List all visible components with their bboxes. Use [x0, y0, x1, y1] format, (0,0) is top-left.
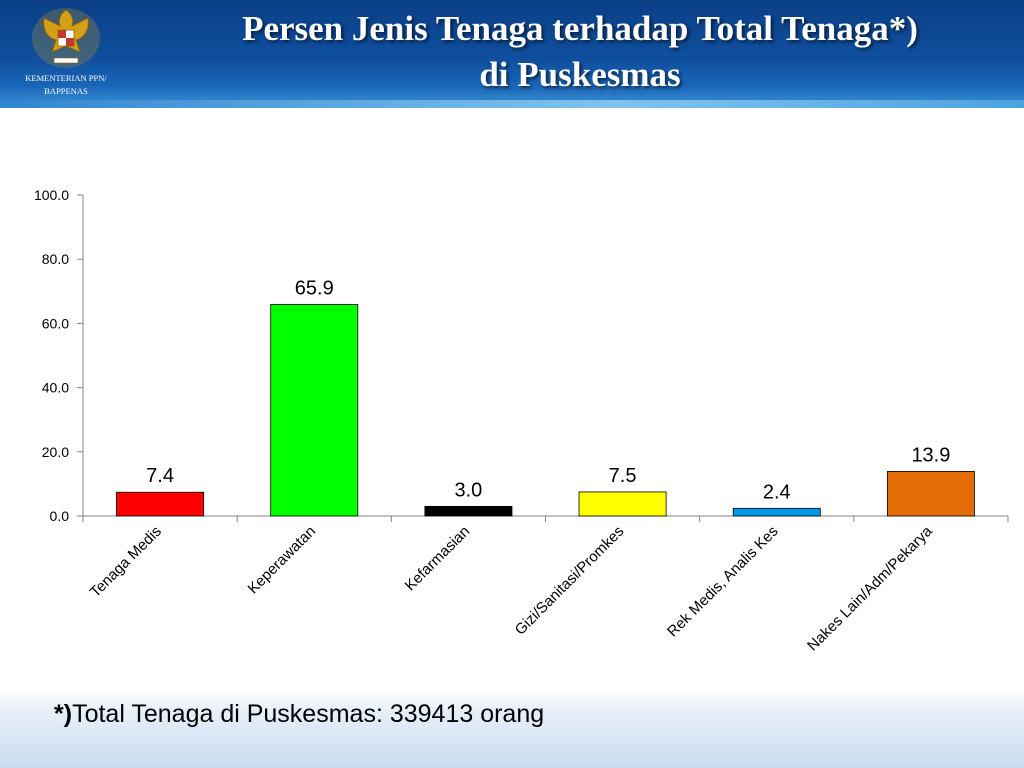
bar-value-label: 7.4	[146, 465, 174, 487]
x-category-label: Kefarmasian	[402, 523, 474, 595]
bar	[886, 470, 975, 517]
y-tick-label: 20.0	[42, 444, 69, 460]
title-line-1: Persen Jenis Tenaga terhadap Total Tenag…	[242, 9, 918, 48]
bar	[578, 491, 667, 517]
y-tick-label: 40.0	[42, 380, 69, 396]
y-tick-label: 60.0	[42, 315, 69, 331]
y-tick-label: 80.0	[42, 251, 69, 267]
ministry-line-2: BAPPENAS	[44, 86, 88, 96]
bar-value-label: 2.4	[763, 481, 791, 503]
x-category-label: Keperawatan	[245, 523, 320, 598]
garuda-emblem-icon	[32, 8, 100, 68]
bar	[116, 491, 205, 517]
bar	[424, 505, 513, 517]
footnote: *)Total Tenaga di Puskesmas: 339413 oran…	[54, 700, 544, 729]
bar-chart: 0.0 20.0 40.0 60.0 80.0 100.0 7.4 Tenaga Medis…	[34, 187, 1009, 655]
header-stripe	[0, 100, 1024, 108]
bar-value-label: 65.9	[295, 277, 334, 299]
footer-band	[0, 688, 1024, 768]
ministry-line-1: KEMENTERIAN PPN/	[25, 73, 107, 83]
x-category-label: Rek Medis, Analis Kes	[664, 523, 782, 641]
y-tick-label: 100.0	[34, 187, 69, 203]
footnote-text: Total Tenaga di Puskesmas: 339413 orang	[72, 700, 545, 728]
title-line-2: di Puskesmas	[479, 55, 681, 94]
bar-value-label: 7.5	[609, 465, 637, 487]
footnote-mark: *)	[54, 700, 73, 728]
page-title: Persen Jenis Tenaga terhadap Total Tenag…	[150, 6, 1010, 98]
x-category-label: Nakes Lain/Adm/Pekarya	[804, 522, 936, 654]
header-bar	[0, 0, 1024, 108]
bar-value-label: 3.0	[455, 479, 483, 501]
bar-value-label: 13.9	[911, 444, 950, 466]
bar	[270, 304, 359, 517]
x-category-label: Tenaga Medis	[87, 523, 165, 601]
x-category-label: Gizi/Sanitasi/Promkes	[512, 523, 628, 639]
bar	[732, 507, 821, 517]
ministry-label: KEMENTERIAN PPN/ BAPPENAS	[10, 72, 122, 98]
chart-container: 0.0 20.0 40.0 60.0 80.0 100.0 7.4 Tenaga Medis…	[0, 108, 1024, 688]
y-tick-label: 0.0	[50, 508, 70, 524]
